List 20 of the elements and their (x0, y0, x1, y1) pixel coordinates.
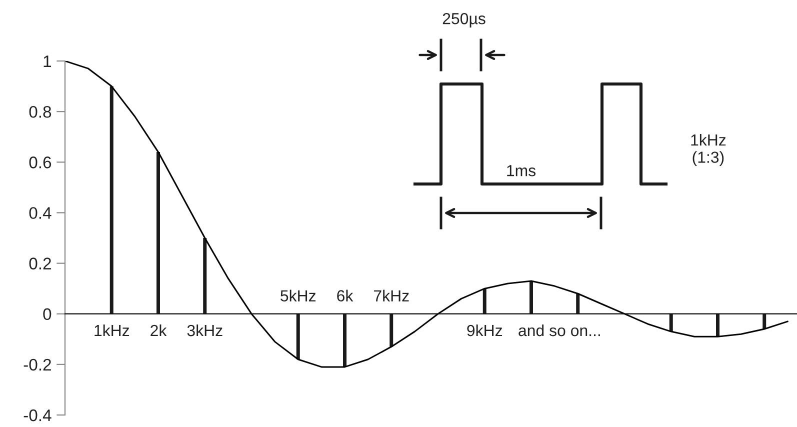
x-tick-label: 3kHz (187, 324, 222, 336)
x-tick-label: 7kHz (374, 290, 409, 302)
y-tick-label: 0 (43, 308, 52, 320)
x-tick-label: 5kHz (280, 290, 316, 302)
y-tick-label: -0.2 (24, 358, 51, 371)
text: 250µs (442, 12, 486, 28)
annotation: 1kHz (1:3) (691, 134, 726, 166)
x-tick-label: 6k (337, 290, 354, 302)
line-series (65, 61, 788, 368)
y-tick-label: 0.4 (29, 207, 52, 219)
annotation: and so on... (518, 324, 600, 336)
annotation: 1ms (507, 165, 536, 176)
y-tick-label: -0.4 (24, 409, 52, 422)
x-tick-label: 2k (150, 324, 167, 336)
x-tick-label: 9kHz (467, 324, 502, 336)
y-tick-label: 0.6 (29, 156, 52, 168)
y-tick-label: 0.2 (29, 258, 51, 270)
y-tick-label: 0.8 (29, 106, 52, 118)
x-tick-label: 1kHz (94, 324, 130, 336)
y-tick-label: 1 (44, 56, 51, 68)
